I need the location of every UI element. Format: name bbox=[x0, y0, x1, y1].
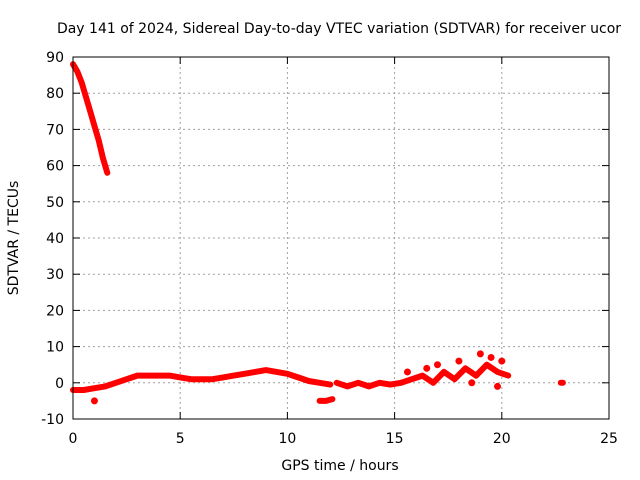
data-point bbox=[156, 373, 162, 379]
data-point bbox=[96, 137, 102, 143]
data-point bbox=[473, 373, 479, 379]
y-tick-label: 90 bbox=[46, 50, 64, 66]
data-point bbox=[113, 380, 119, 386]
data-point bbox=[87, 108, 93, 114]
x-tick-label: 0 bbox=[69, 431, 78, 447]
data-point bbox=[560, 380, 566, 386]
axis-ticks: 0 5 10 15 20 25 -10 0 10 20 30 40 50 60 70 80 90 bbox=[41, 50, 618, 447]
data-point bbox=[468, 379, 476, 387]
data-point bbox=[81, 387, 87, 393]
data-point bbox=[452, 376, 458, 382]
data-point bbox=[317, 398, 323, 404]
data-point bbox=[188, 376, 194, 382]
data-point bbox=[487, 353, 495, 361]
data-point bbox=[441, 369, 447, 375]
data-point bbox=[284, 371, 290, 377]
y-tick-label: 30 bbox=[46, 267, 64, 283]
x-axis-label: GPS time / hours bbox=[281, 458, 398, 474]
chart-title: Day 141 of 2024, Sidereal Day-to-day VTE… bbox=[57, 21, 621, 37]
data-point bbox=[91, 123, 97, 129]
y-tick-label: 80 bbox=[46, 86, 64, 102]
data-point bbox=[505, 373, 511, 379]
y-axis-label: SDTVAR / TECUs bbox=[6, 181, 22, 296]
data-point bbox=[263, 367, 269, 373]
data-point bbox=[327, 382, 333, 388]
data-point bbox=[295, 374, 301, 380]
data-point bbox=[100, 155, 106, 161]
data-point bbox=[484, 362, 490, 368]
data-point bbox=[252, 369, 258, 375]
data-point bbox=[430, 380, 436, 386]
y-tick-label: 10 bbox=[46, 340, 64, 356]
data-point bbox=[306, 378, 312, 384]
data-point bbox=[91, 385, 97, 391]
data-point bbox=[334, 380, 340, 386]
data-point bbox=[274, 369, 280, 375]
y-tick-label: 0 bbox=[55, 376, 64, 392]
plot-area bbox=[70, 61, 566, 405]
y-tick-label: 50 bbox=[46, 195, 64, 211]
x-tick-label: 5 bbox=[176, 431, 185, 447]
data-point bbox=[74, 68, 80, 74]
data-point bbox=[90, 397, 98, 405]
data-point bbox=[455, 357, 463, 365]
data-point bbox=[124, 376, 130, 382]
x-tick-label: 10 bbox=[278, 431, 296, 447]
data-point bbox=[398, 380, 404, 386]
data-point bbox=[79, 79, 85, 85]
data-point bbox=[495, 369, 501, 375]
data-point bbox=[231, 373, 237, 379]
data-point bbox=[403, 368, 411, 376]
data-point bbox=[462, 365, 468, 371]
y-tick-label: -10 bbox=[41, 412, 64, 428]
data-point bbox=[317, 380, 323, 386]
data-point bbox=[377, 380, 383, 386]
grid bbox=[73, 57, 609, 419]
x-tick-label: 20 bbox=[493, 431, 511, 447]
data-point bbox=[476, 350, 484, 358]
data-point bbox=[344, 383, 350, 389]
data-point bbox=[177, 374, 183, 380]
data-point bbox=[355, 380, 361, 386]
y-tick-label: 40 bbox=[46, 231, 64, 247]
data-point bbox=[220, 374, 226, 380]
data-point bbox=[433, 361, 441, 369]
data-point bbox=[166, 373, 172, 379]
data-point bbox=[104, 170, 110, 176]
data-point bbox=[102, 383, 108, 389]
data-point bbox=[419, 373, 425, 379]
x-tick-label: 25 bbox=[600, 431, 618, 447]
data-point bbox=[494, 382, 502, 390]
data-point bbox=[498, 357, 506, 365]
data-point bbox=[366, 383, 372, 389]
data-point bbox=[323, 398, 329, 404]
y-tick-label: 20 bbox=[46, 303, 64, 319]
y-tick-label: 70 bbox=[46, 122, 64, 138]
data-point bbox=[409, 376, 415, 382]
data-point bbox=[209, 376, 215, 382]
data-point bbox=[387, 382, 393, 388]
data-point bbox=[242, 371, 248, 377]
data-point bbox=[329, 396, 335, 402]
data-point bbox=[145, 373, 151, 379]
data-point bbox=[83, 94, 89, 100]
data-point bbox=[134, 373, 140, 379]
y-tick-label: 60 bbox=[46, 159, 64, 175]
data-point bbox=[423, 364, 431, 372]
data-point bbox=[199, 376, 205, 382]
x-tick-label: 15 bbox=[386, 431, 404, 447]
